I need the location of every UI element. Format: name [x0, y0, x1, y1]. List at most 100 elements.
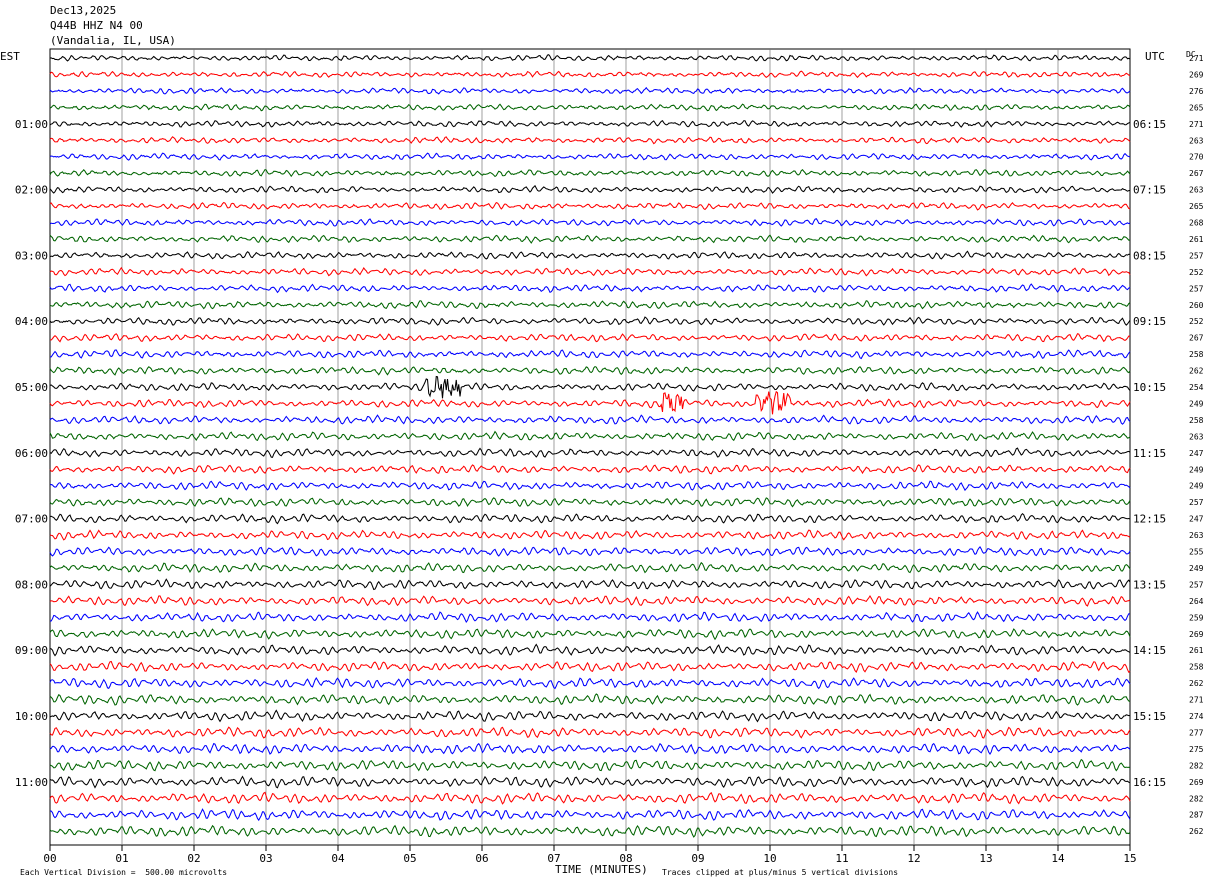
dc-offset-value: 271 — [1189, 120, 1204, 129]
dc-offset-value: 247 — [1189, 449, 1204, 458]
seismic-trace — [49, 184, 1131, 194]
dc-offset-value: 249 — [1189, 564, 1204, 573]
dc-offset-value: 252 — [1189, 268, 1204, 277]
dc-offset-value: 261 — [1189, 646, 1204, 655]
dc-offset-value: 262 — [1189, 827, 1204, 836]
est-hour-label: 04:00 — [15, 315, 48, 328]
utc-hour-label: 12:15 — [1133, 513, 1166, 526]
est-hour-label: 02:00 — [15, 184, 48, 197]
seismic-trace — [49, 628, 1131, 641]
dc-header-label: DC — [1186, 50, 1196, 59]
seismic-trace — [49, 791, 1131, 805]
seismic-trace — [49, 742, 1131, 755]
x-tick-label: 08 — [619, 852, 632, 865]
seismic-trace — [49, 447, 1131, 458]
seismic-trace — [49, 529, 1131, 541]
seismic-trace — [49, 333, 1131, 343]
x-tick-label: 05 — [403, 852, 416, 865]
dc-offset-value: 263 — [1189, 531, 1204, 540]
x-tick-label: 14 — [1051, 852, 1065, 865]
seismic-trace — [49, 152, 1131, 161]
seismic-trace — [49, 709, 1131, 723]
x-tick-label: 09 — [691, 852, 704, 865]
x-tick-label: 13 — [979, 852, 992, 865]
seismic-trace — [49, 726, 1131, 739]
dc-offset-value: 255 — [1189, 548, 1204, 557]
utc-hour-label: 11:15 — [1133, 447, 1166, 460]
plot-frame — [49, 48, 1131, 846]
dc-offset-value: 259 — [1189, 613, 1204, 622]
utc-hour-label: 13:15 — [1133, 578, 1166, 591]
dc-offset-value: 249 — [1189, 465, 1204, 474]
seismic-trace — [49, 464, 1131, 475]
dc-offset-value: 249 — [1189, 399, 1204, 408]
x-tick-label: 10 — [763, 852, 776, 865]
dc-offset-value: 276 — [1189, 87, 1204, 96]
dc-offset-value: 277 — [1189, 728, 1204, 737]
dc-offset-value: 287 — [1189, 811, 1204, 820]
dc-offset-value: 274 — [1189, 712, 1204, 721]
seismic-trace — [49, 643, 1131, 657]
seismic-trace — [49, 365, 1131, 376]
seismic-trace — [49, 758, 1131, 772]
seismic-trace — [49, 136, 1131, 145]
utc-hour-label: 06:15 — [1133, 118, 1166, 131]
seismic-trace — [49, 808, 1131, 822]
scale-note: Each Vertical Division = 500.00 microvol… — [20, 868, 228, 877]
utc-hour-label: 14:15 — [1133, 644, 1166, 657]
est-axis-label: EST — [0, 50, 20, 63]
seismic-trace — [49, 168, 1131, 178]
station-code: Q44B HHZ N4 00 — [50, 19, 143, 32]
dc-offset-value: 267 — [1189, 169, 1204, 178]
seismic-trace — [49, 86, 1131, 95]
x-tick-label: 03 — [259, 852, 272, 865]
seismic-trace — [49, 266, 1131, 277]
plot-date: Dec13,2025 — [50, 4, 117, 17]
seismic-trace — [49, 234, 1131, 244]
x-tick-label: 15 — [1123, 852, 1136, 865]
dc-offset-value: 249 — [1189, 482, 1204, 491]
dc-offset-value: 261 — [1189, 235, 1204, 244]
dc-offset-value: 265 — [1189, 103, 1204, 112]
dc-offset-value: 269 — [1189, 630, 1204, 639]
dc-offset-value: 258 — [1189, 416, 1204, 425]
x-tick-label: 07 — [547, 852, 560, 865]
seismic-trace — [49, 693, 1131, 706]
seismic-trace — [49, 120, 1131, 128]
seismic-trace — [49, 430, 1131, 442]
dc-offset-value: 254 — [1189, 383, 1204, 392]
dc-offset-value: 247 — [1189, 515, 1204, 524]
seismic-trace — [49, 480, 1131, 492]
dc-offset-value: 275 — [1189, 745, 1204, 754]
seismic-trace — [49, 660, 1131, 673]
seismic-trace — [49, 390, 1131, 415]
est-hour-label: 05:00 — [15, 381, 48, 394]
dc-offset-value: 271 — [1189, 696, 1204, 705]
seismic-trace — [49, 512, 1131, 525]
dc-offset-value: 262 — [1189, 679, 1204, 688]
est-hour-label: 10:00 — [15, 710, 48, 723]
est-hour-label: 09:00 — [15, 644, 48, 657]
utc-hour-label: 16:15 — [1133, 776, 1166, 789]
seismic-trace — [49, 824, 1131, 838]
est-hour-label: 07:00 — [15, 513, 48, 526]
seismic-trace — [49, 611, 1131, 624]
est-hour-label: 11:00 — [15, 776, 48, 789]
dc-offset-value: 252 — [1189, 317, 1204, 326]
dc-offset-value: 257 — [1189, 284, 1204, 293]
dc-offset-value: 258 — [1189, 350, 1204, 359]
dc-offset-value: 270 — [1189, 153, 1204, 162]
x-tick-label: 00 — [43, 852, 56, 865]
seismic-trace — [49, 497, 1131, 508]
est-hour-label: 08:00 — [15, 578, 48, 591]
x-tick-label: 01 — [115, 852, 128, 865]
dc-offset-value: 267 — [1189, 334, 1204, 343]
seismic-trace — [49, 561, 1131, 574]
seismic-trace — [49, 218, 1131, 227]
seismic-trace — [49, 594, 1131, 607]
dc-offset-value: 257 — [1189, 251, 1204, 260]
dc-offset-value: 282 — [1189, 761, 1204, 770]
est-hour-label: 06:00 — [15, 447, 48, 460]
dc-offset-value: 260 — [1189, 301, 1204, 310]
